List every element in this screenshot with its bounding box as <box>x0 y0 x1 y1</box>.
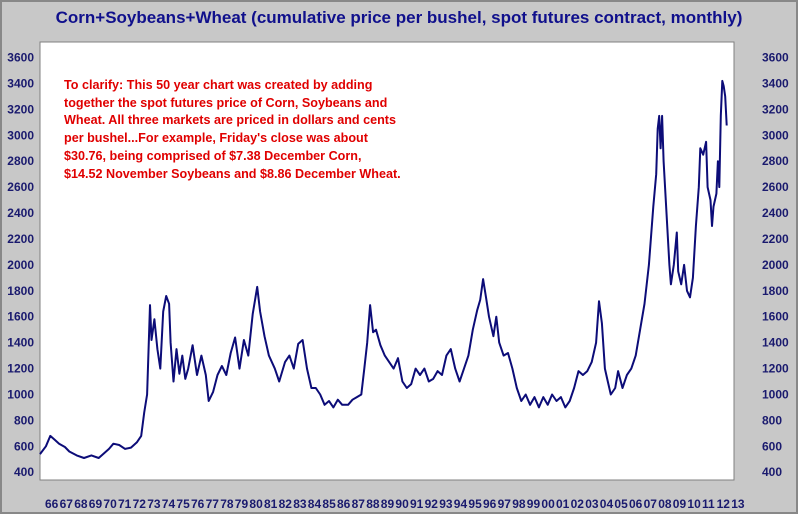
y-tick-label-left: 800 <box>14 413 34 427</box>
y-tick-label-right: 2400 <box>762 206 789 220</box>
plot-area <box>39 41 735 481</box>
y-tick-label-right: 3400 <box>762 76 789 90</box>
x-tick-label: 82 <box>279 497 293 511</box>
y-tick-label-left: 1800 <box>7 284 34 298</box>
annotation-line: per bushel...For example, Friday's close… <box>64 131 368 146</box>
x-tick-label: 93 <box>439 497 453 511</box>
x-tick-label: 76 <box>191 497 205 511</box>
x-tick-label: 86 <box>337 497 351 511</box>
y-tick-label-right: 600 <box>762 439 782 453</box>
y-tick-label-left: 2600 <box>7 180 34 194</box>
x-tick-label: 88 <box>366 497 380 511</box>
x-tick-label: 03 <box>585 497 599 511</box>
y-tick-label-right: 1600 <box>762 310 789 324</box>
x-tick-label: 98 <box>512 497 526 511</box>
x-tick-label: 66 <box>45 497 59 511</box>
x-tick-label: 09 <box>673 497 687 511</box>
x-tick-label: 70 <box>103 497 117 511</box>
x-tick-label: 94 <box>454 497 468 511</box>
y-tick-label-left: 400 <box>14 465 34 479</box>
y-axis-right: 400 600 800 1000 1200 1400 1600 1800 2000 2200 240… <box>762 51 789 480</box>
x-tick-label: 89 <box>381 497 395 511</box>
x-tick-label: 69 <box>89 497 103 511</box>
y-tick-label-left: 2200 <box>7 232 34 246</box>
x-tick-label: 07 <box>644 497 658 511</box>
x-tick-label: 02 <box>571 497 585 511</box>
y-tick-label-right: 2000 <box>762 258 789 272</box>
y-tick-label-right: 3600 <box>762 51 789 65</box>
y-tick-label-left: 2400 <box>7 206 34 220</box>
y-axis-left: 400 600 800 1000 1200 1400 1600 1800 2000 2200 240… <box>7 51 34 480</box>
annotation-line: Wheat. All three markets are priced in d… <box>64 113 396 128</box>
y-tick-label-right: 1400 <box>762 336 789 350</box>
y-tick-label-right: 1200 <box>762 362 789 376</box>
y-tick-label-left: 3000 <box>7 128 34 142</box>
x-tick-label: 75 <box>176 497 190 511</box>
x-tick-label: 92 <box>425 497 439 511</box>
y-tick-label-left: 3600 <box>7 51 34 65</box>
x-tick-label: 80 <box>249 497 263 511</box>
series-line <box>39 79 728 459</box>
annotation-line: $30.76, being comprised of $7.38 Decembe… <box>64 148 362 163</box>
annotation-line: To clarify: This 50 year chart was creat… <box>64 78 373 92</box>
x-tick-label: 71 <box>118 497 132 511</box>
chart-title: Corn+Soybeans+Wheat (cumulative price pe… <box>55 8 743 27</box>
y-tick-label-left: 3200 <box>7 102 34 116</box>
x-tick-label: 68 <box>74 497 88 511</box>
x-tick-label: 01 <box>556 497 570 511</box>
x-tick-label: 97 <box>498 497 512 511</box>
x-tick-label: 72 <box>133 497 147 511</box>
x-tick-label: 96 <box>483 497 497 511</box>
y-tick-label-right: 3200 <box>762 102 789 116</box>
x-tick-label: 95 <box>468 497 482 511</box>
x-tick-label: 06 <box>629 497 643 511</box>
x-tick-label: 67 <box>60 497 74 511</box>
x-tick-label: 99 <box>527 497 541 511</box>
x-tick-label: 13 <box>731 497 745 511</box>
y-tick-label-left: 3400 <box>7 76 34 90</box>
y-tick-label-left: 2800 <box>7 154 34 168</box>
y-tick-label-right: 800 <box>762 413 782 427</box>
x-tick-label: 04 <box>600 497 614 511</box>
x-axis: 66 67 68 69 70 71 72 73 74 75 76 77 78 79 80 81 82 83 84 85… <box>45 497 745 511</box>
y-tick-label-right: 2200 <box>762 232 789 246</box>
x-tick-label: 11 <box>702 497 715 511</box>
annotation-text: To clarify: This 50 year chart was creat… <box>64 77 534 183</box>
y-tick-label-left: 2000 <box>7 258 34 272</box>
x-tick-label: 87 <box>352 497 366 511</box>
y-tick-label-left: 1400 <box>7 336 34 350</box>
x-tick-label: 78 <box>220 497 234 511</box>
x-tick-label: 74 <box>162 497 176 511</box>
annotation-line: together the spot futures price of Corn,… <box>64 95 388 110</box>
x-tick-label: 85 <box>322 497 336 511</box>
y-tick-label-right: 2600 <box>762 180 789 194</box>
y-tick-label-left: 600 <box>14 439 34 453</box>
y-tick-label-right: 1800 <box>762 284 789 298</box>
x-tick-label: 83 <box>293 497 307 511</box>
x-tick-label: 73 <box>147 497 161 511</box>
y-tick-label-left: 1000 <box>7 387 34 401</box>
x-tick-label: 10 <box>687 497 701 511</box>
y-tick-label-right: 400 <box>762 465 782 479</box>
y-tick-label-right: 1000 <box>762 387 789 401</box>
y-tick-label-left: 1600 <box>7 310 34 324</box>
y-tick-label-right: 2800 <box>762 154 789 168</box>
x-tick-label: 79 <box>235 497 249 511</box>
x-tick-label: 81 <box>264 497 278 511</box>
annotation-line: $14.52 November Soybeans and $8.86 Decem… <box>64 166 401 181</box>
x-tick-label: 84 <box>308 497 322 511</box>
x-tick-label: 77 <box>206 497 220 511</box>
x-tick-label: 05 <box>614 497 628 511</box>
x-tick-label: 91 <box>410 497 424 511</box>
x-tick-label: 90 <box>395 497 409 511</box>
y-tick-label-right: 3000 <box>762 128 789 142</box>
x-tick-label: 12 <box>717 497 731 511</box>
x-tick-label: 00 <box>541 497 555 511</box>
x-tick-label: 08 <box>658 497 672 511</box>
y-tick-label-left: 1200 <box>7 362 34 376</box>
